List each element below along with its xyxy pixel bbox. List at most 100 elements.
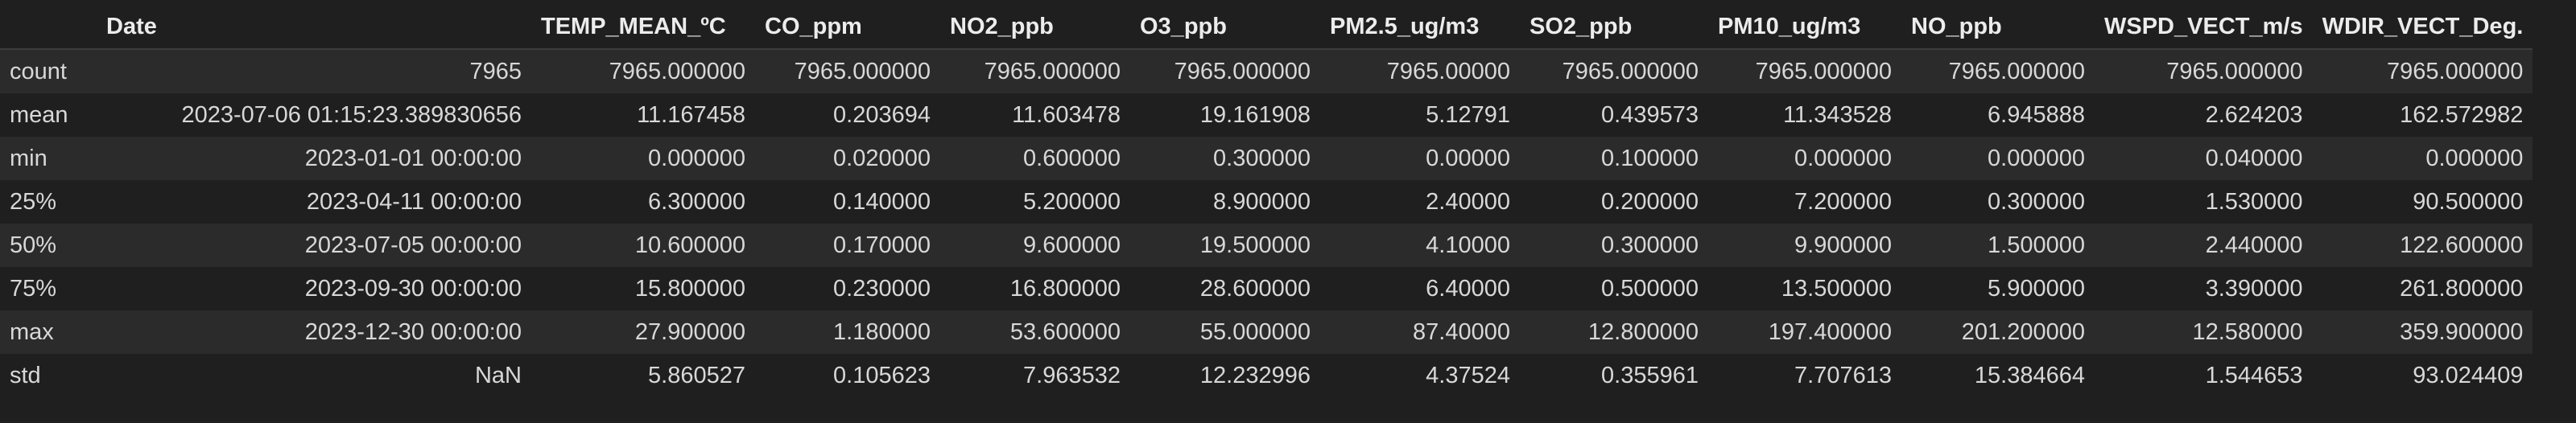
table-row: 50% 2023-07-05 00:00:00 10.600000 0.1700… — [0, 224, 2533, 267]
table-cell: 7965.000000 — [531, 49, 755, 93]
table-cell: 0.300000 — [1130, 137, 1320, 180]
table-cell: 0.020000 — [755, 137, 940, 180]
table-cell: 2023-04-11 00:00:00 — [97, 180, 531, 224]
table-cell: 2023-07-05 00:00:00 — [97, 224, 531, 267]
table-cell: 7965.00000 — [1320, 49, 1520, 93]
table-cell: 7965.000000 — [1708, 49, 1901, 93]
table-cell: 1.530000 — [2095, 180, 2313, 224]
table-cell: 0.300000 — [1901, 180, 2095, 224]
index-header — [0, 5, 97, 50]
table-cell: 7965.000000 — [1901, 49, 2095, 93]
table-cell: 0.300000 — [1520, 224, 1708, 267]
table-cell: 9.900000 — [1708, 224, 1901, 267]
table-cell: 16.800000 — [940, 267, 1130, 310]
table-cell: 5.900000 — [1901, 267, 2095, 310]
table-cell: 0.203694 — [755, 93, 940, 137]
table-cell: NaN — [97, 354, 531, 397]
table-cell: 0.500000 — [1520, 267, 1708, 310]
column-header-so2: SO2_ppb — [1520, 5, 1708, 50]
table-cell: 7965.000000 — [940, 49, 1130, 93]
table-cell: 15.384664 — [1901, 354, 2095, 397]
table-cell: 2023-12-30 00:00:00 — [97, 310, 531, 354]
table-cell: 7965.000000 — [2312, 49, 2533, 93]
table-cell: 0.00000 — [1320, 137, 1520, 180]
table-cell: 0.040000 — [2095, 137, 2313, 180]
table-row: 25% 2023-04-11 00:00:00 6.300000 0.14000… — [0, 180, 2533, 224]
row-index-label: 50% — [0, 224, 97, 267]
table-cell: 2.40000 — [1320, 180, 1520, 224]
table-cell: 90.500000 — [2312, 180, 2533, 224]
table-cell: 7.200000 — [1708, 180, 1901, 224]
column-header-o3: O3_ppb — [1130, 5, 1320, 50]
table-row: std NaN 5.860527 0.105623 7.963532 12.23… — [0, 354, 2533, 397]
table-cell: 7965.000000 — [2095, 49, 2313, 93]
table-cell: 0.105623 — [755, 354, 940, 397]
row-index-label: min — [0, 137, 97, 180]
table-cell: 7965.000000 — [755, 49, 940, 93]
table-cell: 359.900000 — [2312, 310, 2533, 354]
table-cell: 53.600000 — [940, 310, 1130, 354]
table-cell: 12.232996 — [1130, 354, 1320, 397]
table-cell: 12.580000 — [2095, 310, 2313, 354]
table-cell: 0.000000 — [1901, 137, 2095, 180]
column-header-date: Date — [97, 5, 531, 50]
table-cell: 11.603478 — [940, 93, 1130, 137]
table-cell: 7965.000000 — [1130, 49, 1320, 93]
table-cell: 4.37524 — [1320, 354, 1520, 397]
table-cell: 7.707613 — [1708, 354, 1901, 397]
column-header-pm25: PM2.5_ug/m3 — [1320, 5, 1520, 50]
table-cell: 2023-01-01 00:00:00 — [97, 137, 531, 180]
table-cell: 0.200000 — [1520, 180, 1708, 224]
table-cell: 197.400000 — [1708, 310, 1901, 354]
column-header-wspd: WSPD_VECT_m/s — [2095, 5, 2313, 50]
column-header-no: NO_ppb — [1901, 5, 2095, 50]
table-cell: 87.40000 — [1320, 310, 1520, 354]
table-cell: 55.000000 — [1130, 310, 1320, 354]
table-cell: 10.600000 — [531, 224, 755, 267]
table-cell: 0.170000 — [755, 224, 940, 267]
table-cell: 28.600000 — [1130, 267, 1320, 310]
column-header-no2: NO2_ppb — [940, 5, 1130, 50]
table-row: count 7965 7965.000000 7965.000000 7965.… — [0, 49, 2533, 93]
table-cell: 0.140000 — [755, 180, 940, 224]
table-cell: 12.800000 — [1520, 310, 1708, 354]
table-cell: 13.500000 — [1708, 267, 1901, 310]
table-cell: 1.544653 — [2095, 354, 2313, 397]
table-cell: 6.945888 — [1901, 93, 2095, 137]
table-cell: 1.500000 — [1901, 224, 2095, 267]
table-cell: 93.024409 — [2312, 354, 2533, 397]
table-cell: 0.600000 — [940, 137, 1130, 180]
table-cell: 9.600000 — [940, 224, 1130, 267]
column-header-pm10: PM10_ug/m3 — [1708, 5, 1901, 50]
table-cell: 2023-09-30 00:00:00 — [97, 267, 531, 310]
table-cell: 1.180000 — [755, 310, 940, 354]
table-cell: 6.300000 — [531, 180, 755, 224]
table-cell: 122.600000 — [2312, 224, 2533, 267]
table-cell: 8.900000 — [1130, 180, 1320, 224]
table-cell: 5.12791 — [1320, 93, 1520, 137]
table-cell: 0.000000 — [1708, 137, 1901, 180]
table-cell: 4.10000 — [1320, 224, 1520, 267]
table-cell: 27.900000 — [531, 310, 755, 354]
table-cell: 5.860527 — [531, 354, 755, 397]
header-row: Date TEMP_MEAN_ºC CO_ppm NO2_ppb O3_ppb … — [0, 5, 2533, 50]
table-cell: 7965.000000 — [1520, 49, 1708, 93]
table-cell: 0.230000 — [755, 267, 940, 310]
row-index-label: max — [0, 310, 97, 354]
table-cell: 0.355961 — [1520, 354, 1708, 397]
table-cell: 3.390000 — [2095, 267, 2313, 310]
table-row: max 2023-12-30 00:00:00 27.900000 1.1800… — [0, 310, 2533, 354]
table-cell: 19.500000 — [1130, 224, 1320, 267]
table-cell: 201.200000 — [1901, 310, 2095, 354]
table-cell: 11.343528 — [1708, 93, 1901, 137]
row-index-label: 25% — [0, 180, 97, 224]
table-cell: 7965 — [97, 49, 531, 93]
table-cell: 261.800000 — [2312, 267, 2533, 310]
table-cell: 7.963532 — [940, 354, 1130, 397]
table-cell: 11.167458 — [531, 93, 755, 137]
row-index-label: mean — [0, 93, 97, 137]
column-header-temp-mean: TEMP_MEAN_ºC — [531, 5, 755, 50]
column-header-wdir: WDIR_VECT_Deg. — [2312, 5, 2533, 50]
describe-table: Date TEMP_MEAN_ºC CO_ppm NO2_ppb O3_ppb … — [0, 5, 2533, 397]
